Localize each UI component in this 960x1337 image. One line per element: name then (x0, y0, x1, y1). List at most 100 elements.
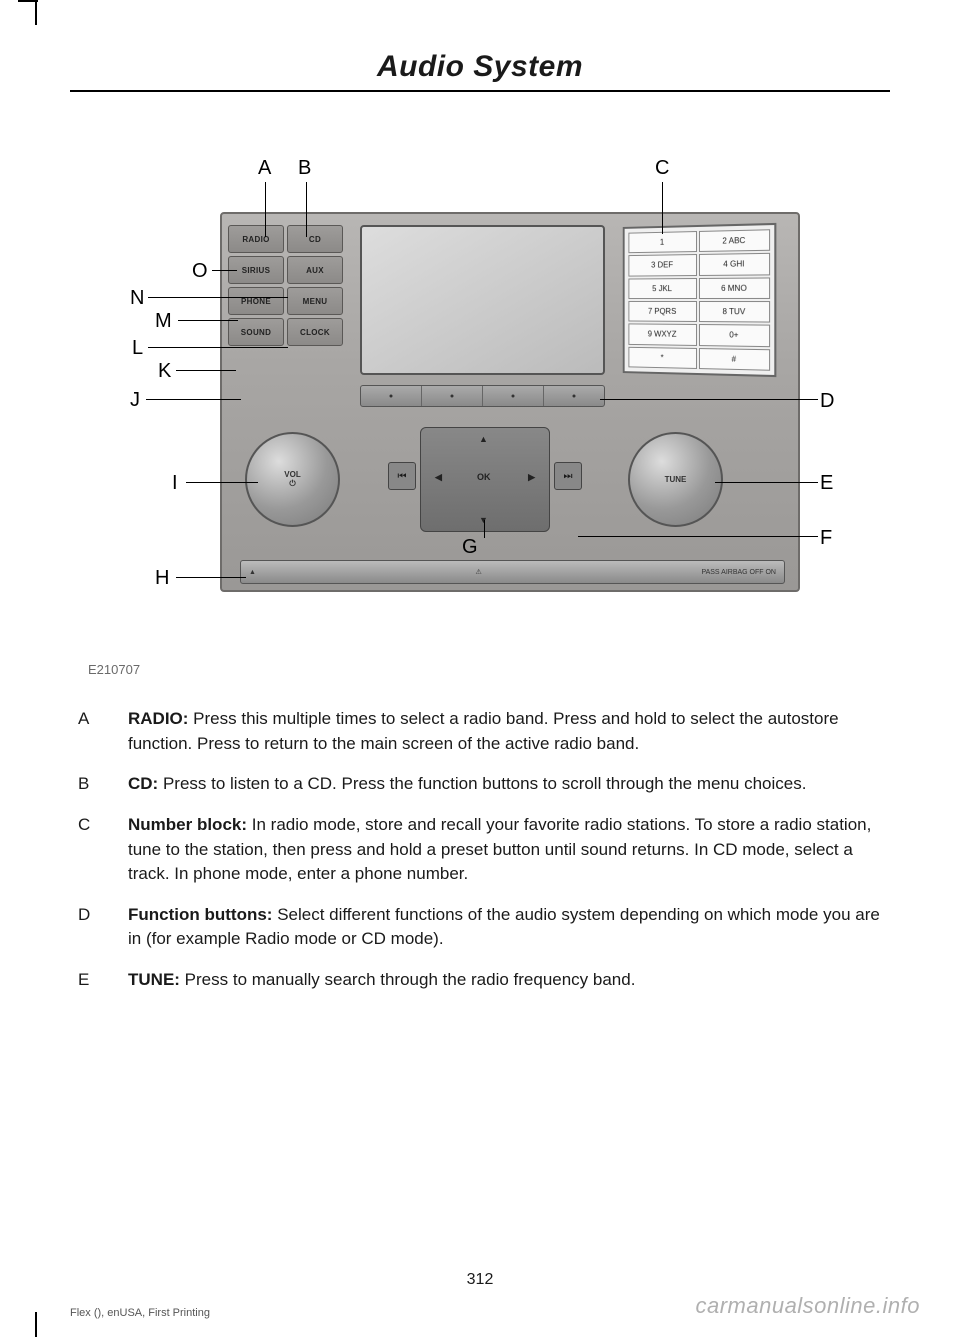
leader-line (578, 536, 818, 537)
key-8: 8 TUV (698, 301, 770, 323)
power-icon: ⏻ (289, 479, 295, 489)
def-letter: C (78, 813, 128, 887)
definition-list: A RADIO: Press this multiple times to se… (70, 707, 890, 993)
up-arrow-icon: ▲ (479, 434, 488, 444)
seek-prev-button: ⏮ (388, 462, 416, 490)
callout-G: G (462, 536, 478, 559)
def-letter: D (78, 903, 128, 952)
def-text: Number block: In radio mode, store and r… (128, 813, 882, 887)
key-9: 9 WXYZ (628, 324, 696, 346)
hazard-icon: ⚠ (476, 568, 482, 576)
callout-H: H (155, 567, 169, 590)
callout-K: K (158, 360, 171, 383)
key-4: 4 GHI (698, 253, 770, 275)
vol-label: VOL (284, 470, 300, 479)
title-rule (70, 90, 890, 92)
cd-slot-bar: ▲ ⚠ PASS AIRBAG OFF ON (240, 560, 785, 584)
section-title: Audio System (70, 50, 890, 84)
callout-A: A (258, 157, 271, 180)
key-7: 7 PQRS (628, 301, 696, 322)
key-6: 6 MNO (698, 277, 770, 299)
display-screen (360, 225, 605, 375)
callout-M: M (155, 310, 172, 333)
eject-icon: ▲ (249, 569, 256, 576)
leader-line (265, 182, 266, 237)
leader-line (212, 270, 237, 271)
def-text: TUNE: Press to manually search through t… (128, 968, 882, 993)
callout-E: E (820, 472, 833, 495)
def-letter: B (78, 772, 128, 797)
def-text: RADIO: Press this multiple times to sele… (128, 707, 882, 756)
aux-button: AUX (287, 256, 343, 284)
sound-button: SOUND (228, 318, 284, 346)
leader-line (484, 520, 485, 538)
leader-line (662, 182, 663, 234)
tune-label: TUNE (665, 475, 687, 484)
left-arrow-icon: ◀ (435, 472, 442, 483)
soft-key (483, 386, 544, 406)
callout-F: F (820, 527, 832, 550)
def-body: Press this multiple times to select a ra… (128, 709, 839, 753)
callout-B: B (298, 157, 311, 180)
callout-C: C (655, 157, 669, 180)
leader-line (148, 297, 288, 298)
key-1: 1 (628, 231, 696, 253)
leader-line (178, 320, 238, 321)
def-text: CD: Press to listen to a CD. Press the f… (128, 772, 882, 797)
soft-key (544, 386, 604, 406)
page-number: 312 (0, 1271, 960, 1289)
menu-button: MENU (287, 287, 343, 315)
phone-button: PHONE (228, 287, 284, 315)
definition-row: B CD: Press to listen to a CD. Press the… (78, 772, 882, 797)
manual-page: Audio System RADIO CD SIRIUS AUX PHONE M… (0, 0, 960, 1337)
image-reference: E210707 (88, 662, 890, 677)
def-term: RADIO: (128, 709, 188, 728)
key-hash: # (698, 348, 770, 371)
button-stack: RADIO CD SIRIUS AUX PHONE MENU SOUND CLO… (228, 225, 343, 346)
definition-row: C Number block: In radio mode, store and… (78, 813, 882, 887)
soft-key (361, 386, 422, 406)
leader-line (176, 370, 236, 371)
footer-left: Flex (), enUSA, First Printing (70, 1307, 210, 1319)
leader-line (148, 347, 288, 348)
callout-I: I (172, 472, 178, 495)
clock-button: CLOCK (287, 318, 343, 346)
pass-airbag-label: PASS AIRBAG OFF ON (701, 569, 776, 576)
callout-D: D (820, 390, 834, 413)
def-term: CD: (128, 774, 158, 793)
directional-pad: ▲ ▼ ◀ ▶ OK (420, 427, 550, 532)
leader-line (186, 482, 258, 483)
def-term: TUNE: (128, 970, 180, 989)
definition-row: E TUNE: Press to manually search through… (78, 968, 882, 993)
volume-power-knob: VOL ⏻ (245, 432, 340, 527)
function-button-bar (360, 385, 605, 407)
radio-diagram: RADIO CD SIRIUS AUX PHONE MENU SOUND CLO… (100, 132, 860, 642)
footer-watermark: carmanualsonline.info (695, 1293, 920, 1319)
def-body: Press to manually search through the rad… (180, 970, 636, 989)
key-3: 3 DEF (628, 254, 696, 276)
leader-line (176, 577, 246, 578)
seek-next-button: ⏭ (554, 462, 582, 490)
right-arrow-icon: ▶ (528, 472, 535, 483)
key-5: 5 JKL (628, 278, 696, 299)
key-star: * (628, 346, 696, 368)
def-term: Number block: (128, 815, 247, 834)
callout-L: L (132, 337, 143, 360)
ok-label: OK (477, 472, 491, 482)
tune-knob: TUNE (628, 432, 723, 527)
callout-J: J (130, 389, 140, 412)
key-2: 2 ABC (698, 229, 770, 252)
leader-line (600, 399, 818, 400)
callout-N: N (130, 287, 144, 310)
key-0: 0+ (698, 324, 770, 347)
leader-line (715, 482, 818, 483)
def-letter: E (78, 968, 128, 993)
definition-row: A RADIO: Press this multiple times to se… (78, 707, 882, 756)
def-body: Press to listen to a CD. Press the funct… (158, 774, 806, 793)
radio-button: RADIO (228, 225, 284, 253)
number-keypad: 1 2 ABC 3 DEF 4 GHI 5 JKL 6 MNO 7 PQRS 8… (623, 223, 777, 377)
def-term: Function buttons: (128, 905, 272, 924)
leader-line (306, 182, 307, 237)
cd-button: CD (287, 225, 343, 253)
callout-O: O (192, 260, 208, 283)
